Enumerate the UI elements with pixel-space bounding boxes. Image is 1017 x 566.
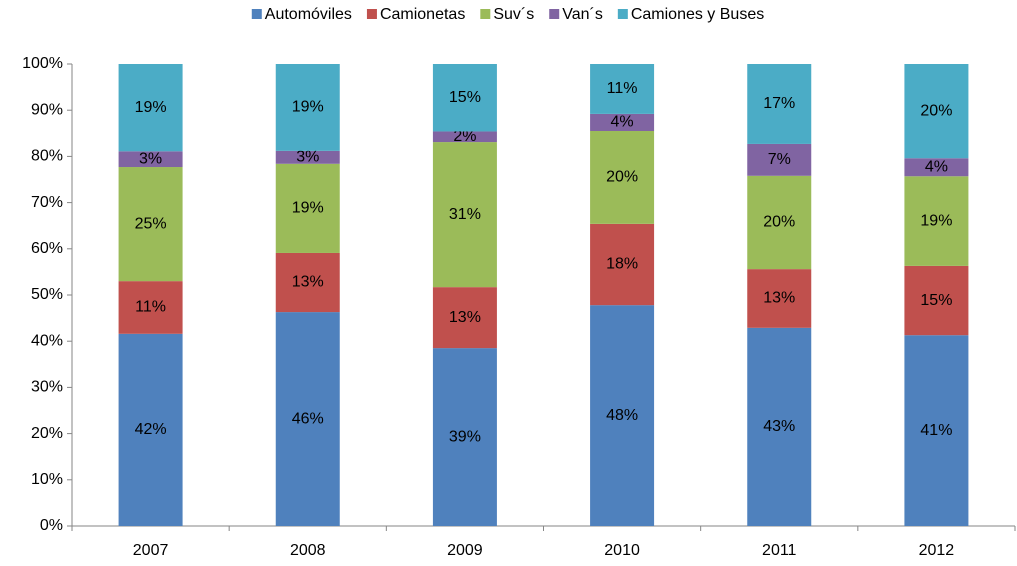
bar-segment <box>118 333 183 526</box>
x-tick-label: 2012 <box>919 542 955 559</box>
data-label: 4% <box>611 114 634 131</box>
data-label: 18% <box>606 256 638 273</box>
data-label: 19% <box>920 212 952 229</box>
legend-label: Camiones y Buses <box>631 6 764 23</box>
legend-label: Automóviles <box>265 6 352 23</box>
legend-label: Van´s <box>562 6 603 23</box>
bar-segment <box>747 64 812 144</box>
data-label: 19% <box>135 99 167 116</box>
y-tick-label: 100% <box>22 55 63 72</box>
data-label: 11% <box>135 299 166 316</box>
data-label: 42% <box>135 421 167 438</box>
bar-segment <box>747 269 812 328</box>
bar-segment <box>275 312 340 526</box>
data-label: 48% <box>606 407 638 424</box>
bar-segment <box>432 348 497 526</box>
legend-swatch <box>480 9 491 19</box>
bar-segment <box>590 113 655 131</box>
data-label: 25% <box>135 215 167 232</box>
data-label: 20% <box>763 214 795 231</box>
bar-segment <box>747 175 812 270</box>
data-label: 15% <box>449 89 481 106</box>
legend-swatch <box>617 9 628 19</box>
bar-segment <box>432 142 497 288</box>
y-tick-label: 90% <box>31 101 63 118</box>
data-label: 3% <box>296 149 319 166</box>
bar-segment <box>747 143 812 176</box>
data-label: 31% <box>449 206 481 223</box>
data-label: 20% <box>606 169 638 186</box>
y-tick-label: 10% <box>31 471 63 488</box>
data-label: 41% <box>920 422 952 439</box>
bar-segment <box>275 163 340 253</box>
y-tick-label: 0% <box>40 517 63 534</box>
data-label: 17% <box>763 95 795 112</box>
bar-segment <box>118 281 183 334</box>
y-tick-label: 60% <box>31 240 63 257</box>
bar-segment <box>904 335 969 526</box>
data-label: 20% <box>920 102 952 119</box>
legend-label: Suv´s <box>493 6 534 23</box>
data-label: 19% <box>292 200 324 217</box>
bar-segment <box>747 327 812 526</box>
data-label: 13% <box>763 290 795 307</box>
x-tick-label: 2008 <box>290 542 326 559</box>
data-label: 46% <box>292 410 324 427</box>
data-label: 39% <box>449 428 481 445</box>
bar-segment <box>275 64 340 151</box>
bar-segment <box>118 151 183 168</box>
x-tick-label: 2010 <box>604 542 640 559</box>
bar-segment <box>432 131 497 143</box>
legend-label: Camionetas <box>380 6 465 23</box>
legend-swatch <box>366 9 377 19</box>
bar-segment <box>904 64 969 159</box>
bar-segment <box>904 158 969 177</box>
bar-segment <box>275 150 340 164</box>
data-label: 13% <box>292 274 324 291</box>
bar-segment <box>904 265 969 336</box>
bar-segment <box>590 64 655 114</box>
bar-segment <box>118 167 183 282</box>
x-tick-label: 2009 <box>447 542 483 559</box>
x-tick-label: 2011 <box>762 542 797 559</box>
y-tick-label: 50% <box>31 286 63 303</box>
data-label: 15% <box>920 292 952 309</box>
bar-segment <box>590 305 655 526</box>
bar-segment <box>904 176 969 266</box>
data-label: 4% <box>925 158 948 175</box>
bar-segment <box>432 64 497 132</box>
data-label: 7% <box>768 151 791 168</box>
bar-segment <box>432 287 497 349</box>
bar-segment <box>118 64 183 152</box>
legend-swatch <box>251 9 262 19</box>
data-label: 11% <box>607 80 638 97</box>
y-tick-label: 20% <box>31 425 63 442</box>
y-tick-label: 70% <box>31 194 63 211</box>
data-label: 2% <box>453 128 476 145</box>
data-label: 43% <box>763 418 795 435</box>
data-label: 19% <box>292 99 324 116</box>
y-tick-label: 40% <box>31 332 63 349</box>
data-label: 3% <box>139 150 162 167</box>
bar-segment <box>590 130 655 224</box>
legend-swatch <box>549 9 560 19</box>
bar-segment <box>590 223 655 306</box>
y-tick-label: 30% <box>31 379 63 396</box>
data-label: 13% <box>449 309 481 326</box>
bar-segment <box>275 252 340 313</box>
x-tick-label: 2007 <box>133 542 169 559</box>
y-tick-label: 80% <box>31 148 63 165</box>
